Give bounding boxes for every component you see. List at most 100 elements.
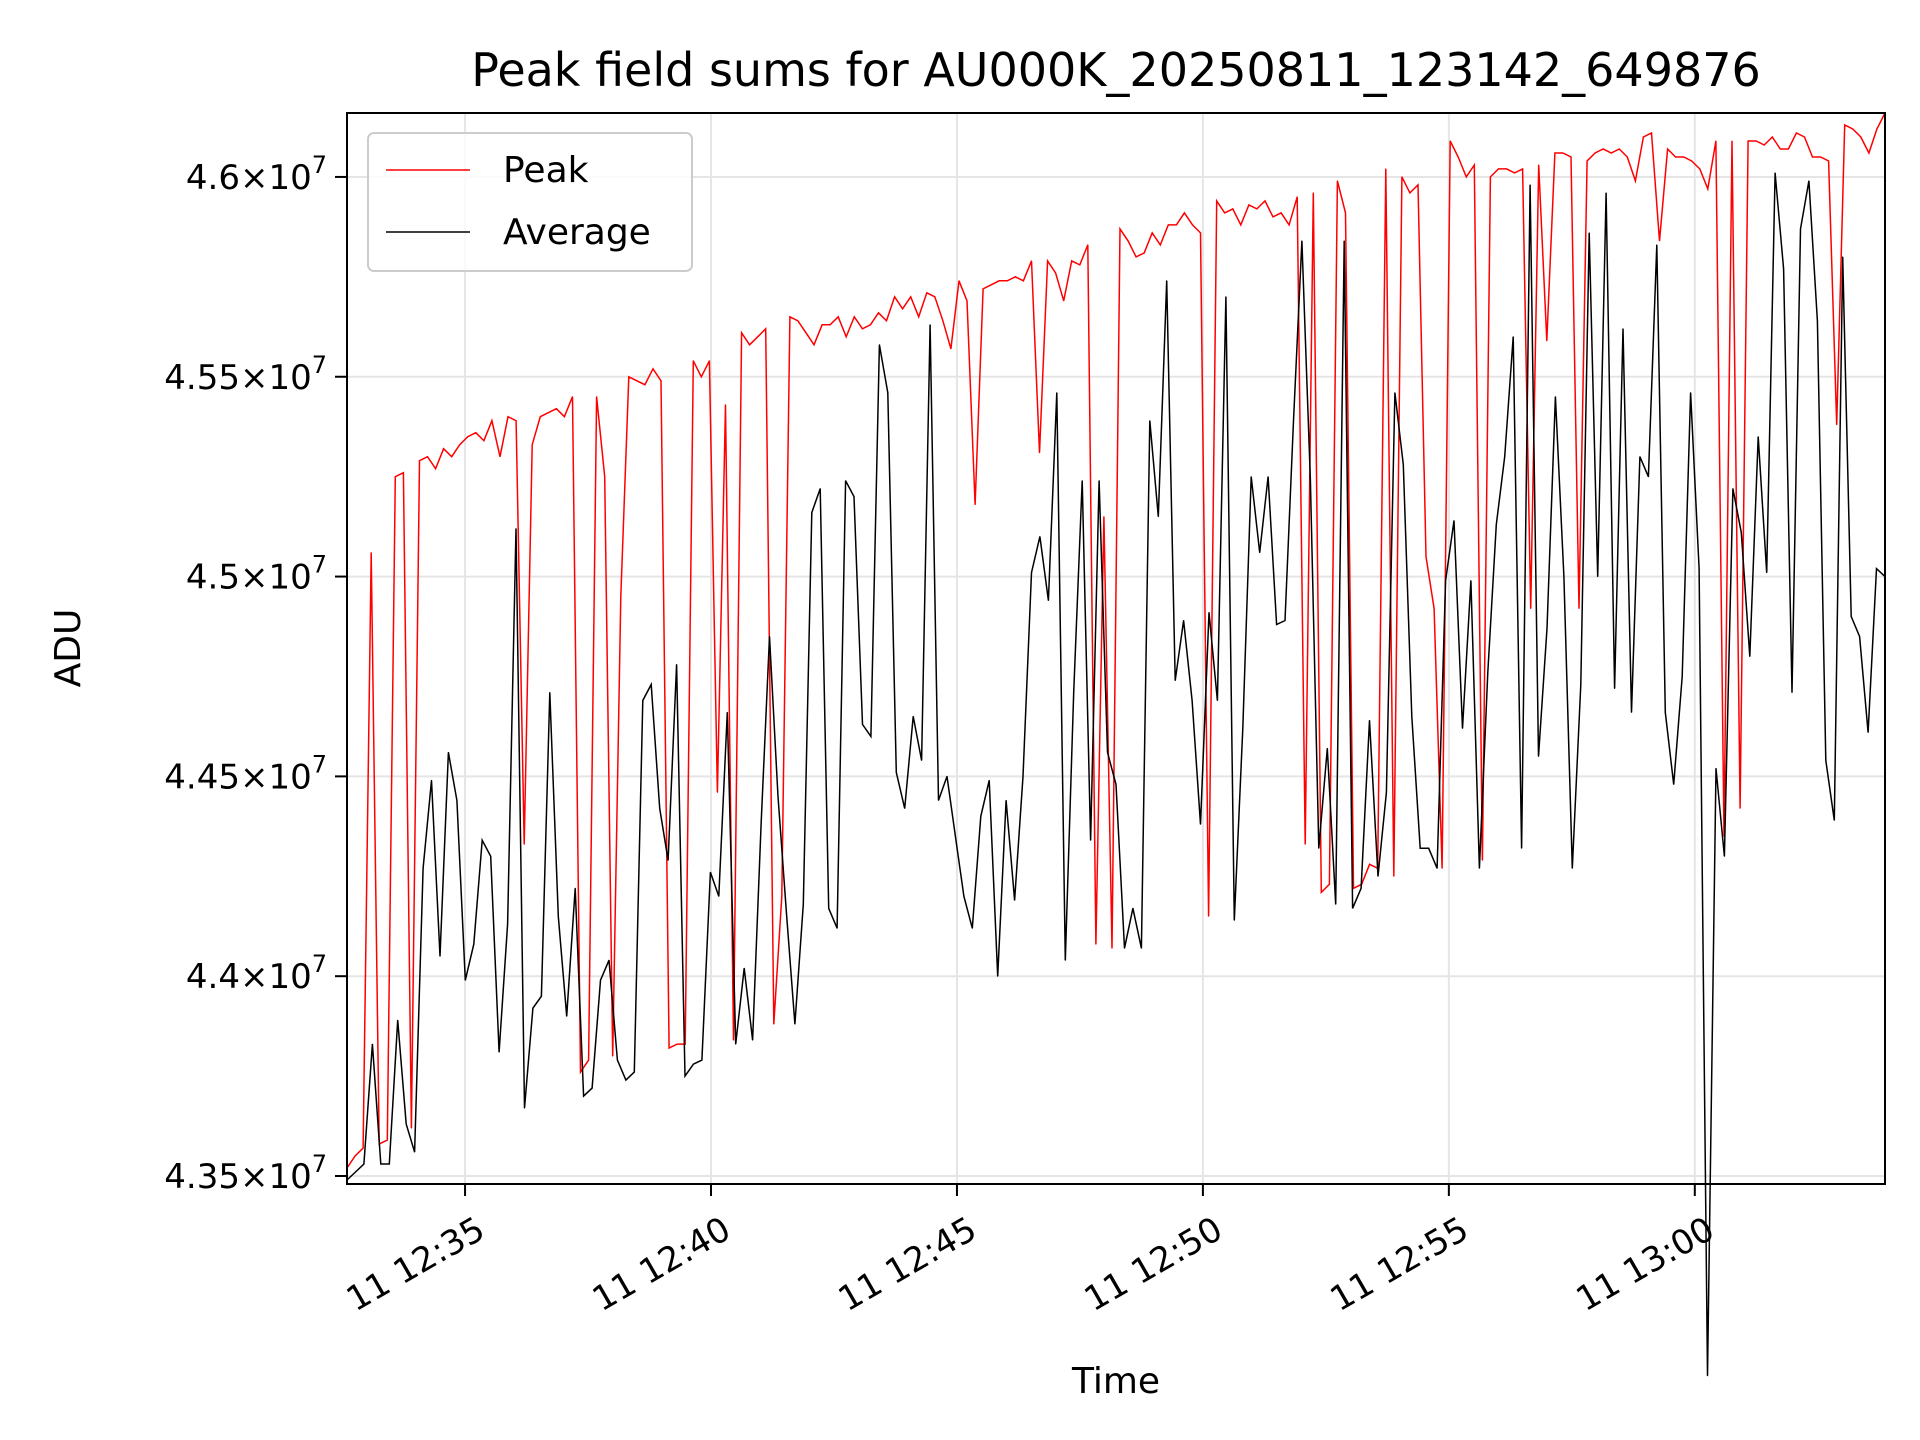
data-point-peak [410, 1127, 412, 1129]
data-point-peak [821, 324, 823, 326]
data-point-average [1335, 903, 1337, 905]
data-point-peak [716, 791, 718, 793]
data-point-average [811, 512, 813, 514]
legend-label-average: Average [503, 212, 651, 253]
data-point-average [1140, 947, 1142, 949]
data-point-peak [950, 348, 952, 350]
data-point-peak [1159, 244, 1161, 246]
data-point-peak [531, 444, 533, 446]
data-point-peak [837, 316, 839, 318]
data-point-average [642, 700, 644, 701]
data-point-average [1225, 296, 1227, 298]
data-point-peak [1280, 212, 1282, 214]
data-point-peak [1570, 156, 1572, 158]
data-point-average [532, 1007, 534, 1009]
data-point-peak [539, 416, 541, 418]
data-point-average [1005, 799, 1007, 801]
data-point-average [1554, 396, 1556, 398]
data-point-peak [499, 456, 501, 458]
data-point-peak [1208, 915, 1210, 917]
data-point-peak [1820, 156, 1822, 158]
data-point-average [726, 711, 728, 713]
data-point-peak [942, 320, 944, 322]
data-point-peak [1836, 424, 1838, 426]
data-point-peak [789, 316, 791, 318]
data-point-peak [990, 284, 992, 286]
data-point-average [1149, 420, 1151, 422]
data-point-average [464, 979, 466, 981]
data-point-average [1385, 791, 1387, 793]
data-point-peak [668, 1047, 670, 1049]
data-point-average [794, 1023, 796, 1025]
data-point-peak [692, 360, 694, 362]
data-point-peak [1498, 168, 1499, 170]
data-point-average [1132, 907, 1134, 909]
data-point-peak [1538, 164, 1540, 166]
data-point-peak [845, 336, 847, 338]
data-point-peak [1095, 943, 1097, 945]
data-point-average [1571, 867, 1573, 869]
data-point-average [1436, 867, 1438, 869]
data-point-peak [483, 440, 485, 442]
data-point-peak [1167, 224, 1169, 226]
data-point-peak [1119, 228, 1121, 230]
legend: Peak Average [367, 132, 693, 272]
data-point-peak [1441, 867, 1443, 869]
data-point-average [887, 392, 889, 394]
data-point-peak [1554, 152, 1556, 154]
data-point-peak [749, 344, 751, 346]
data-point-average [929, 324, 931, 326]
data-point-average [1369, 719, 1370, 721]
data-point-average [1208, 612, 1210, 613]
data-point-peak [1304, 843, 1306, 845]
data-point-average [456, 799, 458, 801]
legend-label-peak: Peak [503, 150, 589, 191]
data-point-peak [869, 324, 871, 326]
data-point-average [1690, 392, 1692, 394]
data-point-average [709, 871, 711, 873]
y-axis-label: ADU [48, 609, 89, 688]
data-point-peak [1457, 156, 1459, 158]
data-point-peak [547, 412, 549, 414]
data-point-peak [386, 1139, 388, 1141]
data-point-average [1614, 688, 1616, 689]
data-point-average [1825, 759, 1827, 761]
data-point-peak [402, 472, 404, 474]
data-point-average [1276, 624, 1278, 625]
data-point-average [667, 859, 669, 861]
data-point-peak [1014, 276, 1016, 278]
data-point-average [1056, 392, 1058, 394]
data-point-average [1411, 715, 1413, 717]
data-point-average [1707, 1375, 1708, 1377]
data-point-peak [1232, 208, 1234, 210]
data-point-average [777, 795, 779, 797]
data-point-average [1250, 476, 1252, 478]
data-point-average [1394, 392, 1396, 394]
data-point-average [1639, 456, 1641, 458]
data-point-peak [781, 895, 783, 897]
data-point-peak [813, 344, 815, 346]
data-point-average [1673, 783, 1675, 785]
data-point-average [1580, 684, 1582, 685]
data-point-peak [1071, 260, 1073, 262]
data-point-average [515, 528, 517, 530]
data-point-peak [1111, 947, 1113, 949]
data-point-peak [1151, 232, 1153, 234]
data-point-average [819, 488, 821, 490]
data-point-average [963, 895, 965, 897]
y-tick-label: 4.55×107 [164, 351, 327, 398]
data-point-average [1174, 680, 1176, 681]
data-point-peak [1691, 160, 1693, 162]
data-point-average [845, 480, 847, 482]
data-point-peak [1417, 184, 1419, 186]
data-point-peak [934, 296, 936, 298]
legend-box [367, 132, 693, 272]
data-point-peak [515, 420, 517, 422]
data-point-peak [1465, 176, 1467, 178]
data-point-peak [1345, 212, 1346, 214]
data-point-peak [998, 280, 1000, 282]
data-point-peak [507, 416, 509, 418]
data-point-average [1478, 867, 1480, 869]
data-point-average [878, 344, 880, 346]
data-point-peak [1224, 212, 1226, 214]
